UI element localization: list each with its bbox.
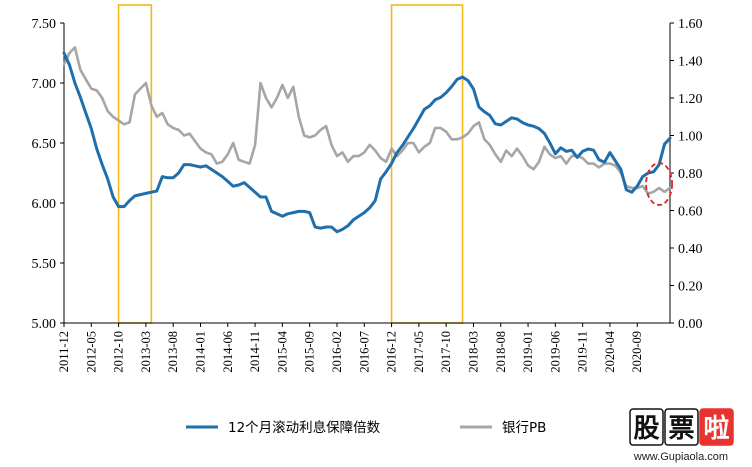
right-tick-label: 0.00 [678, 317, 703, 332]
x-tick-label: 2018-08 [494, 331, 508, 373]
x-tick-label: 2018-03 [466, 331, 480, 373]
left-tick-label: 6.50 [32, 137, 57, 152]
highlight-boxes [117, 4, 464, 324]
x-tick-label: 2013-08 [166, 331, 180, 373]
left-tick-label: 5.50 [32, 257, 57, 272]
left-tick-label: 5.00 [32, 317, 57, 332]
x-tick-label: 2014-06 [221, 331, 235, 373]
x-tick-label: 2016-02 [330, 331, 344, 373]
axes: 5.00 5.50 6.00 6.50 7.00 7.50 0.00 0.20 0.40 0.60… [32, 17, 703, 373]
x-tick-label: 2014-11 [248, 331, 262, 372]
x-tick-label: 2011-12 [57, 331, 71, 372]
highlight-box-1 [117, 4, 153, 324]
highlight-box-2 [390, 4, 464, 324]
watermark-char-3: 啦 [703, 413, 729, 444]
right-tick-label: 1.60 [678, 17, 703, 32]
watermark-char-box-2 [664, 408, 699, 446]
x-tick-label: 2020-09 [630, 331, 644, 373]
x-tick-label: 2019-11 [576, 331, 590, 372]
left-tick-label: 6.00 [32, 197, 57, 212]
right-tick-label: 0.20 [678, 280, 703, 295]
legend-label-interest-coverage: 12个月滚动利息保障倍数 [228, 419, 381, 436]
watermark-char-2: 票 [668, 414, 694, 444]
watermark-char-box-3 [699, 408, 734, 446]
legend: 12个月滚动利息保障倍数 银行PB [186, 419, 546, 436]
x-tick-label: 2013-03 [139, 331, 153, 373]
right-tick-label: 0.80 [678, 167, 703, 182]
left-tick-label: 7.00 [32, 77, 57, 92]
dashed-ellipse-annotation [645, 162, 673, 206]
x-tick-label: 2016-07 [357, 331, 371, 373]
x-tick-label: 2017-10 [439, 331, 453, 373]
watermark-url: www.Gupiaola.com [633, 451, 728, 463]
watermark-logo: 股 票 啦 www.Gupiaola.com [629, 408, 734, 463]
left-tick-label: 7.50 [32, 17, 57, 32]
x-tick-label: 2015-09 [303, 331, 317, 373]
series-line-bank-pb [62, 46, 672, 195]
x-tick-label: 2017-05 [412, 331, 426, 373]
right-tick-label: 1.40 [678, 55, 703, 70]
right-tick-label: 0.60 [678, 205, 703, 220]
watermark-char-box-1 [629, 408, 664, 446]
series-line-interest-coverage [62, 51, 672, 234]
x-tick-label: 2015-04 [275, 330, 289, 372]
x-tick-label: 2012-05 [84, 331, 98, 373]
x-tick-label: 2016-12 [385, 331, 399, 373]
x-tick-label: 2014-01 [193, 331, 207, 373]
x-tick-label: 2019-01 [521, 331, 535, 373]
annotation [645, 162, 673, 206]
watermark-char-1: 股 [633, 414, 659, 444]
right-tick-label: 0.40 [678, 242, 703, 257]
right-tick-label: 1.20 [678, 92, 703, 107]
right-tick-label: 1.00 [678, 130, 703, 145]
legend-label-bank-pb: 银行PB [502, 420, 546, 436]
x-tick-label: 2019-06 [548, 331, 562, 373]
series-lines [62, 46, 672, 234]
x-tick-label: 2012-10 [112, 331, 126, 373]
x-tick-label: 2020-04 [603, 330, 617, 372]
